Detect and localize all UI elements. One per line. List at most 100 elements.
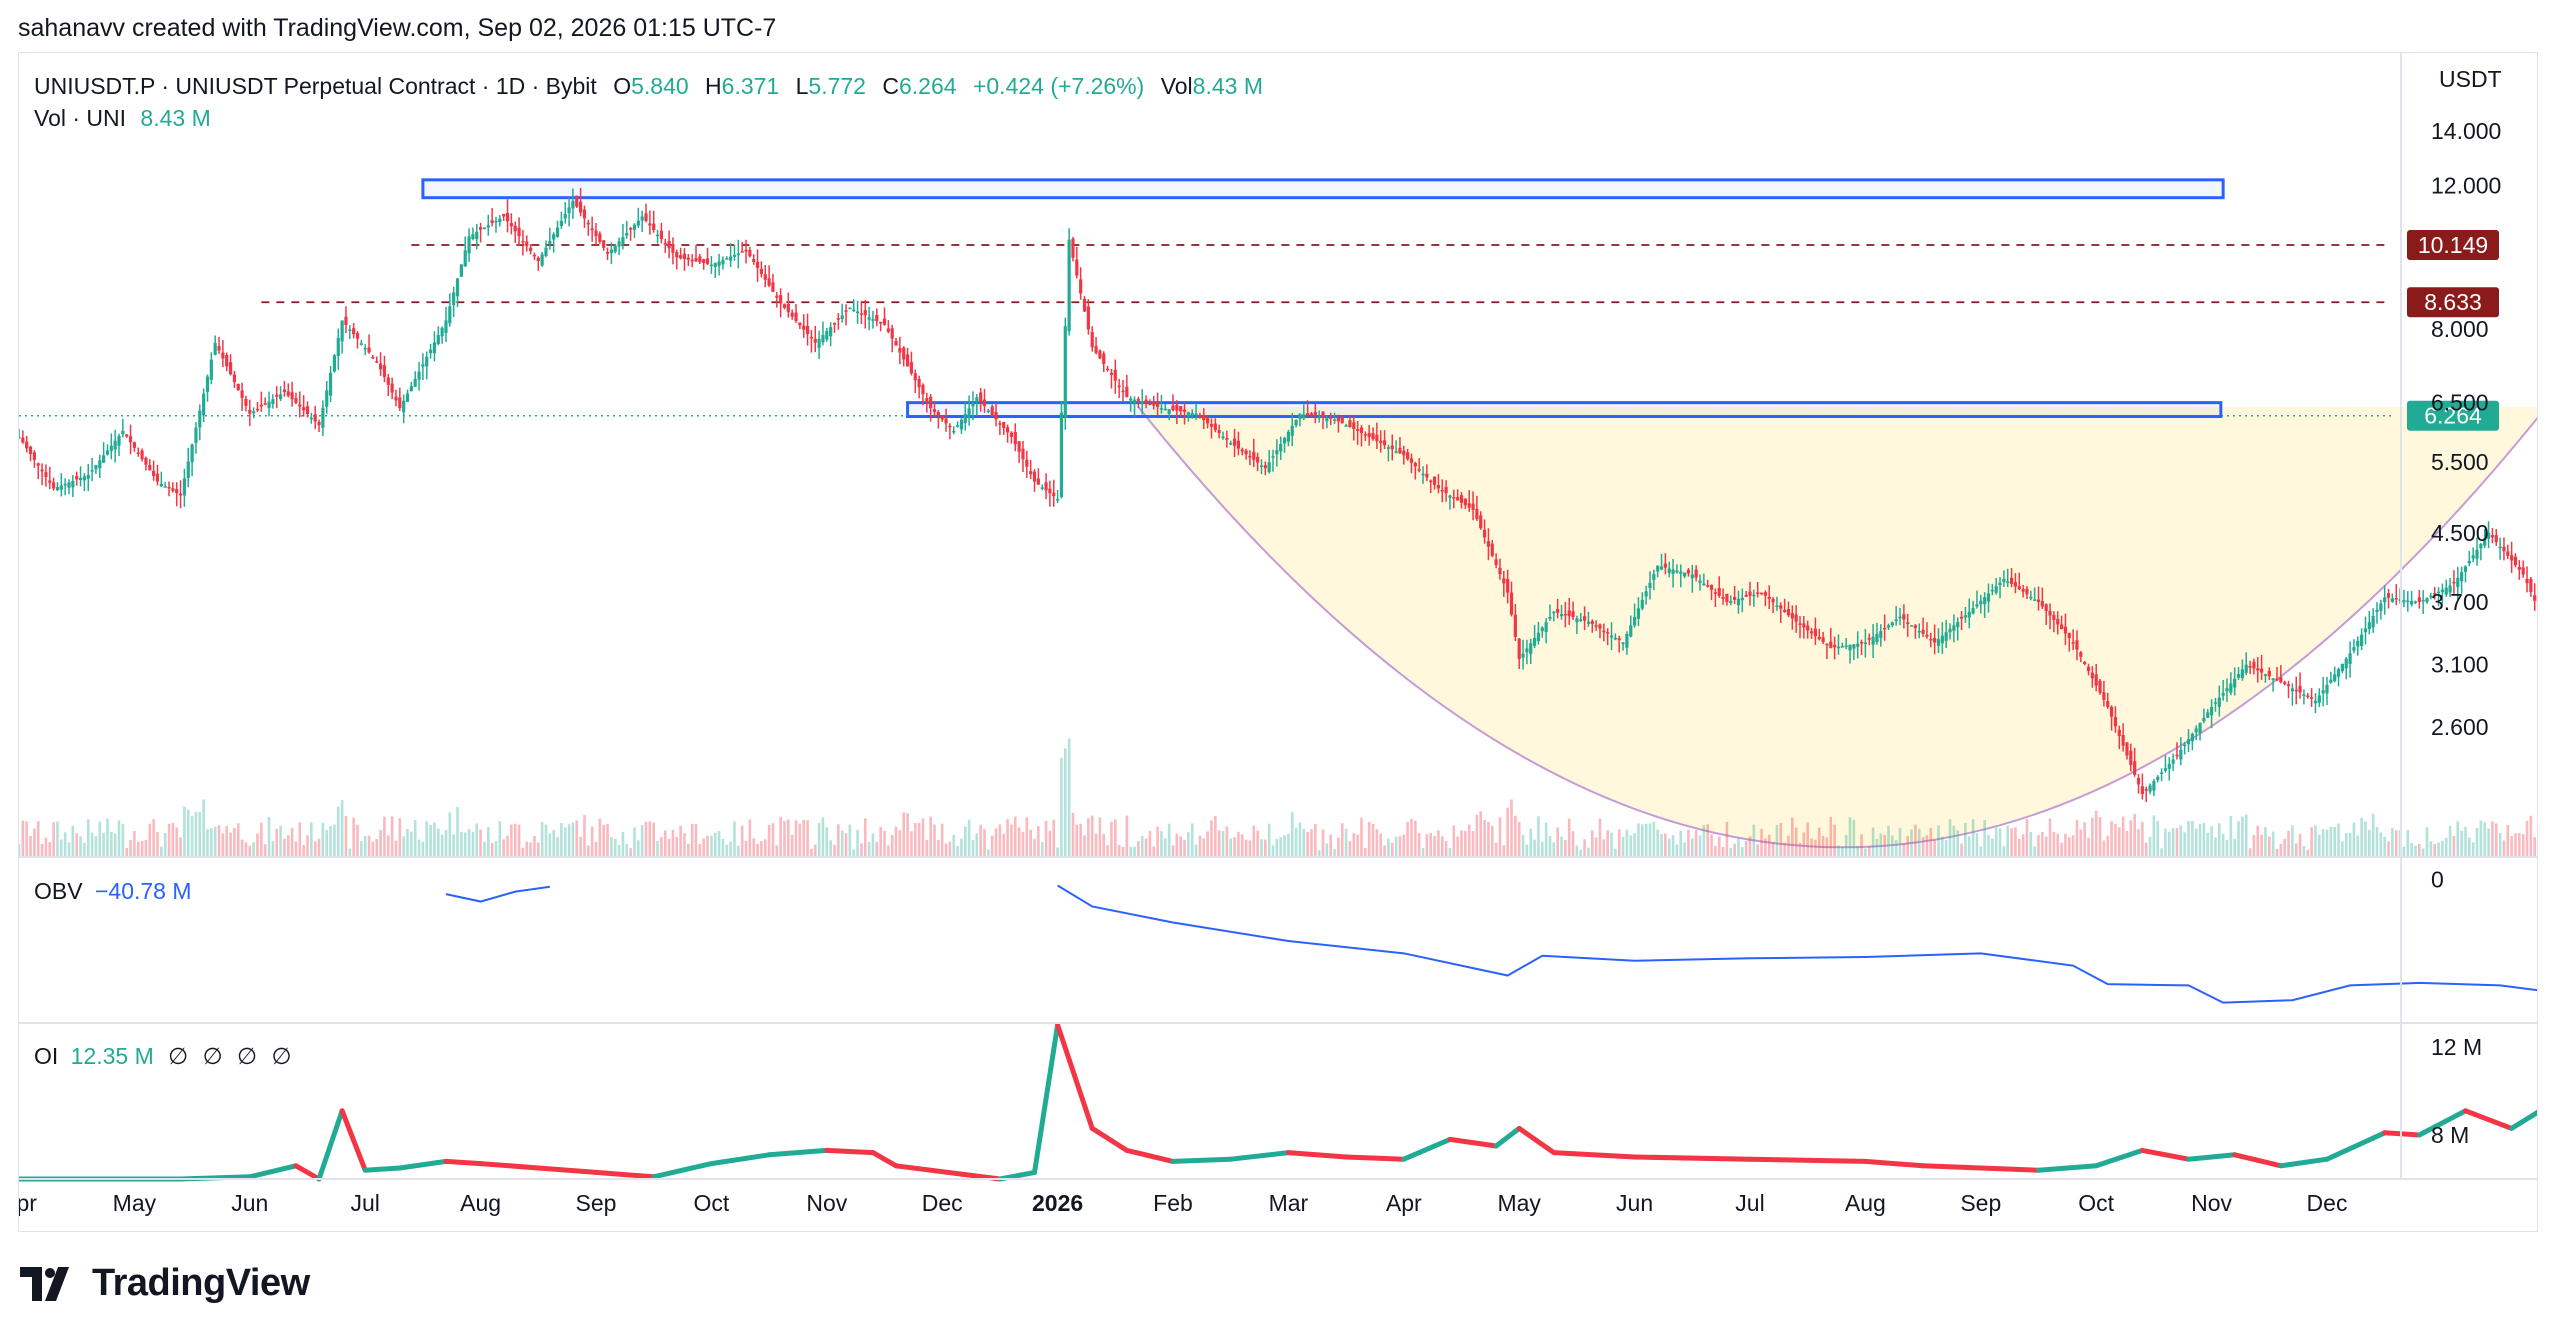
volume-bar (1971, 819, 1975, 857)
candle-body (144, 457, 148, 465)
candle-body (1675, 570, 1679, 573)
candle-body (1332, 419, 1337, 421)
time-tick-label: Jul (350, 1190, 379, 1216)
volume-bar (2144, 842, 2148, 857)
volume-bar (898, 830, 902, 857)
time-tick-label: Nov (2191, 1190, 2232, 1216)
volume-bar (2302, 845, 2306, 857)
obv-legend[interactable]: OBV −40.78 M (34, 878, 192, 905)
candle-body (2521, 567, 2525, 575)
candle-body (136, 452, 140, 455)
volume-bar (1621, 836, 1625, 857)
volume-bar (1991, 838, 1994, 857)
candle-body (105, 450, 110, 455)
oi-legend[interactable]: OI 12.35 M ∅ ∅ ∅ ∅ (34, 1043, 295, 1070)
candle-body (579, 201, 583, 213)
volume-bar (21, 820, 25, 857)
symbol-name[interactable]: UNIUSDT.P · UNIUSDT Perpetual Contract ·… (34, 73, 597, 99)
candle-body (594, 230, 598, 237)
volume-bar (1594, 837, 1598, 857)
oi-tick-label: 12 M (2431, 1034, 2482, 1060)
symbol-legend[interactable]: UNIUSDT.P · UNIUSDT Perpetual Contract ·… (34, 70, 1263, 134)
volume-bar (2310, 827, 2313, 857)
volume-bar (810, 848, 813, 857)
price-tick-label: 2.600 (2431, 714, 2489, 740)
candle-body (1267, 462, 1271, 472)
candle-body (1863, 642, 1867, 645)
volume-bar (102, 832, 105, 857)
time-tick-label: Feb (1153, 1190, 1193, 1216)
volume-bar (813, 844, 817, 857)
volume-bar (2260, 834, 2263, 857)
time-tick-label: Oct (694, 1190, 730, 1216)
candle-body (2075, 640, 2079, 650)
volume-bar (33, 828, 36, 857)
volume-bar (1456, 836, 1459, 857)
candle-body (1867, 637, 1871, 640)
volume-bar (2002, 846, 2006, 857)
candle-body (2013, 582, 2018, 587)
time-tick-label: Jun (1616, 1190, 1653, 1216)
volume-bar (71, 825, 75, 857)
volume-bar (44, 837, 48, 857)
candle-body (536, 257, 540, 261)
volume-bar (1614, 848, 1617, 857)
obv-value: −40.78 M (94, 878, 192, 904)
volume-bar (433, 822, 436, 857)
candle-body (148, 464, 152, 471)
candle-body (1813, 628, 1817, 637)
volume-bar (1587, 847, 1590, 857)
candle-body (167, 486, 171, 489)
close-value: 6.264 (899, 73, 957, 99)
volume-bar (1414, 820, 1417, 857)
candle-body (1694, 569, 1698, 578)
volume-bar (513, 823, 517, 857)
candle-body (1309, 413, 1314, 416)
candle-body (2194, 728, 2198, 733)
volume-bar (1267, 823, 1271, 857)
volume-bar (1194, 844, 1198, 857)
volume-bar (2037, 835, 2040, 857)
volume-bar (252, 842, 255, 857)
volume-indicator-label[interactable]: Vol · UNI (34, 105, 127, 131)
volume-bar (1371, 823, 1375, 857)
volume-bar (733, 821, 736, 857)
volume-bar (1529, 828, 1533, 857)
volume-bar (1125, 815, 1129, 857)
volume-bar (2371, 813, 2375, 857)
volume-bar (1925, 835, 1929, 857)
candle-body (1390, 445, 1394, 450)
volume-bar (1821, 835, 1825, 857)
volume-bar (363, 835, 367, 857)
candle-body (1359, 427, 1364, 433)
candle-body (1983, 597, 1987, 605)
candle-body (2413, 601, 2418, 604)
volume-bar (244, 842, 248, 857)
candle-body (936, 411, 940, 416)
volume-bar (1598, 818, 1602, 857)
volume-bar (2160, 848, 2163, 857)
candle-body (1944, 632, 1948, 641)
candle-body (1321, 411, 1325, 418)
volume-bar (2441, 840, 2444, 857)
candle-body (621, 237, 625, 245)
volume-bar (1087, 818, 1090, 857)
volume-bar (1721, 846, 1725, 857)
volume-bar (2356, 835, 2360, 857)
volume-bar (2487, 828, 2490, 857)
candle-body (1067, 239, 1071, 332)
time-tick-label: Oct (2078, 1190, 2114, 1216)
candle-body (428, 349, 433, 354)
volume-bar (1891, 835, 1894, 857)
chart-canvas[interactable]: 10.149 8.633 6.264 0 12 M 8 M USDT 14.000 12.… (1, 53, 2560, 1231)
volume-bar (948, 841, 952, 857)
volume-bar (1848, 817, 1852, 857)
candle-body (675, 252, 679, 258)
volume-bar (1440, 836, 1444, 857)
candle-body (2156, 776, 2160, 780)
volume-bar (1502, 845, 1506, 857)
candle-body (952, 430, 956, 433)
tradingview-logo[interactable]: TradingView (20, 1262, 310, 1305)
chart-frame[interactable]: 10.149 8.633 6.264 0 12 M 8 M USDT 14.000 12.… (1, 52, 2560, 1232)
volume-bar (1433, 836, 1436, 857)
